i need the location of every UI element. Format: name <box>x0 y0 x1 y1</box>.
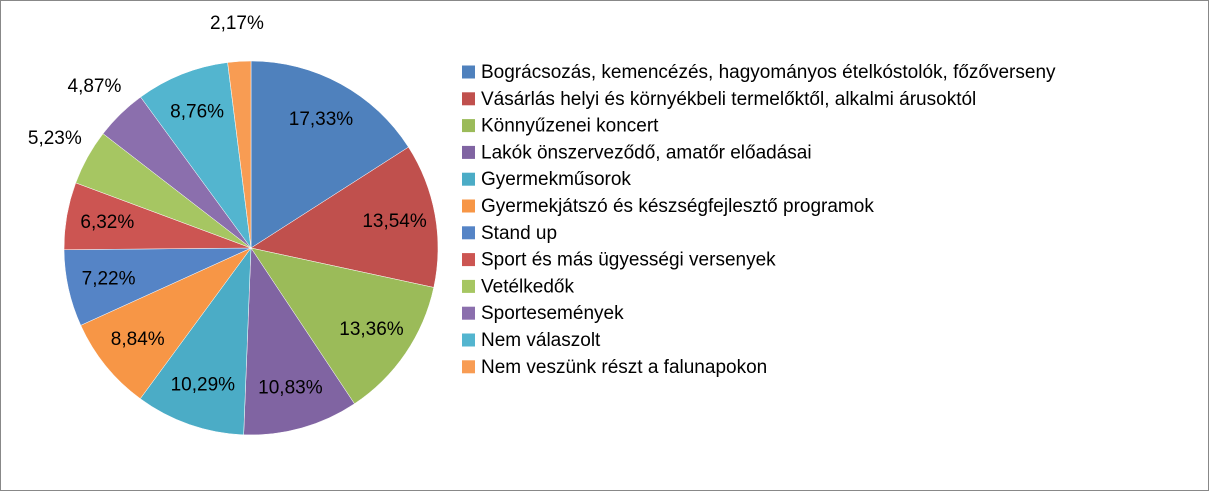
pie-slice <box>243 247 355 436</box>
legend-label: Bográcsozás, kemencézés, hagyományos éte… <box>481 62 1056 83</box>
pie-slice <box>250 146 439 288</box>
legend-swatch <box>462 92 475 106</box>
legend-swatch <box>462 253 475 267</box>
legend-swatch <box>462 65 475 79</box>
pie-slice <box>139 247 252 436</box>
data-label: 8,76% <box>170 101 224 122</box>
legend-label: Gyermekjátszó és készségfejlesztő progra… <box>481 196 874 217</box>
legend-label: Gyermekműsorok <box>481 169 631 190</box>
legend-swatch <box>462 360 475 374</box>
data-label: 17,33% <box>289 109 354 130</box>
legend-swatch <box>462 306 475 320</box>
legend-label: Nem válaszolt <box>481 330 601 351</box>
legend-label: Sport és más ügyességi versenyek <box>481 250 776 271</box>
data-label: 2,17% <box>210 13 264 34</box>
legend-swatch <box>462 145 475 159</box>
pie-slice <box>250 60 409 249</box>
pie-slice <box>140 62 252 249</box>
legend-swatch <box>462 119 475 133</box>
data-label: 6,32% <box>80 212 134 233</box>
legend-label: Vetélkedők <box>481 276 574 297</box>
data-label: 10,83% <box>258 377 323 398</box>
legend-label: Stand up <box>481 223 557 244</box>
pie-slice <box>227 60 252 249</box>
pie-slice <box>250 247 435 405</box>
legend-swatch <box>462 199 475 213</box>
legend-label: Könnyűzenei koncert <box>481 116 659 137</box>
legend-swatch <box>462 172 475 186</box>
data-label: 10,29% <box>171 375 236 396</box>
legend-label: Nem veszünk részt a falunapokon <box>481 357 767 378</box>
legend-label: Lakók önszerveződő, amatőr előadásai <box>481 142 812 163</box>
legend-swatch <box>462 279 475 293</box>
data-label: 8,84% <box>111 329 165 350</box>
legend-swatch <box>462 333 475 347</box>
data-label: 13,36% <box>339 319 404 340</box>
legend-label: Vásárlás helyi és környékbeli termelőktő… <box>481 89 976 110</box>
data-label: 5,23% <box>28 128 82 149</box>
data-label: 4,87% <box>68 76 122 97</box>
data-label: 13,54% <box>362 211 427 232</box>
legend-label: Sportesemények <box>481 303 624 324</box>
legend-swatch <box>462 226 475 240</box>
pie-slice <box>80 247 252 400</box>
data-label: 7,22% <box>82 269 136 290</box>
